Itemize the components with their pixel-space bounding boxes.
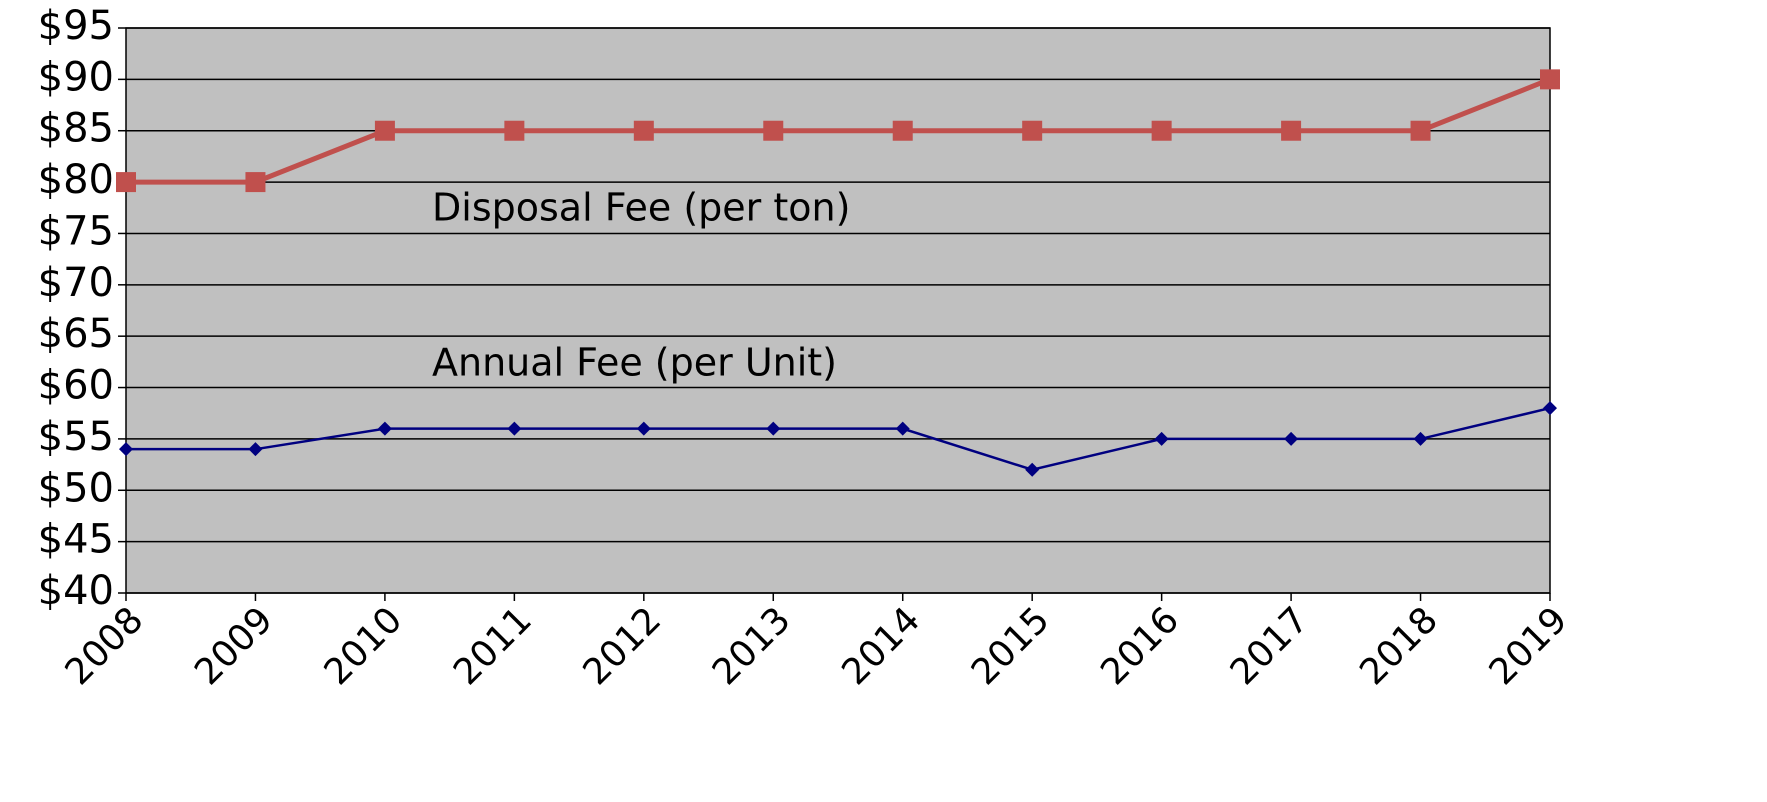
marker — [1543, 401, 1557, 416]
x-tick-label: 2013 — [705, 599, 799, 693]
y-tick-label: $75 — [38, 208, 114, 254]
x-tick-label: 2015 — [964, 599, 1058, 693]
y-tick-label: $55 — [38, 414, 114, 460]
y-tick-label: $40 — [38, 568, 114, 614]
marker — [766, 421, 781, 436]
series-line — [126, 77, 1551, 185]
y-tick-label: $45 — [38, 517, 114, 563]
series-line — [126, 406, 1551, 472]
x-tick-label: 2017 — [1223, 599, 1317, 693]
x-tick-label: 2012 — [575, 599, 669, 693]
y-tick-label: $85 — [38, 106, 114, 152]
marker — [1022, 120, 1043, 141]
y-tick-label: $50 — [38, 465, 114, 511]
marker — [892, 120, 913, 141]
y-tick-label: $95 — [38, 3, 114, 49]
x-tick-label: 2018 — [1352, 599, 1446, 693]
marker — [1413, 431, 1428, 446]
marker — [636, 421, 651, 436]
marker — [1025, 462, 1040, 477]
marker — [507, 421, 522, 436]
y-tick-label: $60 — [38, 363, 114, 409]
marker — [116, 172, 136, 193]
x-tick-label: 2019 — [1482, 599, 1576, 693]
marker — [1151, 120, 1172, 141]
marker — [763, 120, 784, 141]
x-tick-label: 2009 — [187, 599, 281, 693]
marker — [374, 120, 395, 141]
marker — [248, 442, 263, 457]
marker — [1154, 431, 1169, 446]
y-tick-label: $70 — [38, 260, 114, 306]
marker — [1410, 120, 1431, 141]
series-label: Disposal Fee (per ton) — [432, 186, 850, 230]
series-label: Annual Fee (per Unit) — [432, 341, 837, 385]
marker — [245, 172, 266, 193]
marker — [895, 421, 910, 436]
marker — [377, 421, 392, 436]
x-tick-label: 2016 — [1093, 599, 1187, 693]
y-tick-label: $80 — [38, 157, 114, 203]
marker — [504, 120, 525, 141]
y-tick-label: $65 — [38, 311, 114, 357]
y-tick-label: $90 — [38, 54, 114, 100]
x-tick-label: 2011 — [446, 599, 540, 693]
marker — [1281, 120, 1302, 141]
marker — [1284, 431, 1299, 446]
plot-area — [125, 27, 1551, 594]
marker — [119, 442, 133, 457]
x-tick-label: 2010 — [317, 599, 411, 693]
marker — [633, 120, 654, 141]
marker — [1540, 69, 1560, 90]
x-tick-label: 2014 — [834, 599, 928, 693]
